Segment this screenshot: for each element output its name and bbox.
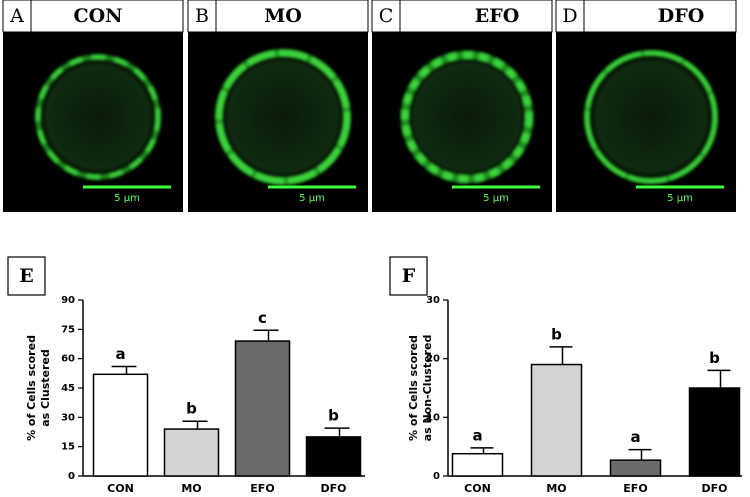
cell-body	[405, 55, 529, 179]
letter-box	[187, 0, 217, 33]
panel-title: MO	[264, 5, 302, 27]
x-tick-label: CON	[107, 482, 134, 495]
bar	[609, 459, 662, 477]
significance-letter: b	[328, 407, 339, 425]
significance-letter: b	[186, 400, 197, 418]
y-axis-label: as Non-Clustered	[421, 335, 434, 442]
cell-body	[219, 53, 347, 181]
bar	[451, 452, 504, 477]
significance-letter: a	[630, 428, 640, 446]
panel-letter: B	[195, 5, 209, 27]
panel-title: CON	[73, 5, 122, 27]
y-tick-label: 45	[61, 383, 75, 394]
significance-letter: c	[258, 309, 267, 327]
letter-box	[555, 0, 585, 33]
y-tick-label: 0	[68, 471, 75, 482]
error-bar	[470, 447, 494, 454]
panel-letter: D	[562, 5, 577, 27]
bar	[92, 373, 149, 477]
error-bar	[253, 329, 279, 342]
error-bar	[628, 448, 652, 461]
panel-label: F	[402, 265, 416, 287]
x-tick-label: EFO	[250, 482, 274, 495]
y-tick-label: 30	[61, 412, 75, 423]
cell-clusters	[36, 55, 160, 179]
panel-header	[187, 0, 369, 33]
scale-label: 5 μm	[483, 193, 509, 204]
x-tick-label: DFO	[321, 482, 347, 495]
significance-letter: b	[709, 349, 720, 367]
x-tick-label: MO	[181, 482, 201, 495]
y-tick-label: 90	[61, 295, 75, 306]
panel-letter: A	[9, 5, 24, 27]
panel-header	[2, 0, 184, 33]
x-tick-label: DFO	[702, 482, 728, 495]
significance-letter: a	[472, 426, 482, 444]
y-tick-label: 10	[426, 412, 440, 423]
panel-label-box	[7, 256, 46, 296]
significance-letter: b	[551, 325, 562, 343]
error-bar	[549, 346, 573, 365]
error-bar	[324, 427, 350, 437]
scale-label: 5 μm	[667, 193, 693, 204]
bar	[234, 340, 291, 477]
x-tick-label: MO	[546, 482, 566, 495]
cell-body	[38, 57, 158, 177]
y-axis-label: % of Cells scored	[25, 335, 38, 441]
scale-label: 5 μm	[299, 193, 325, 204]
panel-header	[555, 0, 737, 33]
cell-clusters	[585, 51, 717, 183]
panel-label: E	[19, 265, 33, 287]
y-axis-label: % of Cells scored	[407, 335, 420, 441]
panel-title: DFO	[658, 5, 705, 27]
panel-letter: C	[379, 5, 394, 27]
bar	[530, 363, 583, 477]
error-bar	[111, 365, 137, 375]
error-bar	[707, 369, 731, 388]
cell-clusters	[401, 51, 533, 183]
letter-box	[2, 0, 32, 33]
panel-title: EFO	[475, 5, 520, 27]
y-tick-label: 75	[61, 324, 75, 335]
cell-body	[587, 53, 715, 181]
y-axis-label: as Clustered	[39, 349, 52, 427]
bar	[688, 387, 741, 477]
y-tick-label: 60	[61, 354, 75, 365]
y-tick-label: 20	[426, 354, 440, 365]
cell-clusters	[216, 50, 350, 184]
significance-letter: a	[115, 345, 125, 363]
y-tick-label: 15	[61, 442, 75, 453]
y-tick-label: 30	[426, 295, 440, 306]
letter-box	[371, 0, 401, 33]
panel-label-box	[389, 256, 428, 296]
bar	[305, 436, 362, 477]
y-tick-label: 0	[433, 471, 440, 482]
bar	[163, 428, 220, 477]
x-tick-label: CON	[464, 482, 491, 495]
scale-label: 5 μm	[114, 193, 140, 204]
x-tick-label: EFO	[623, 482, 647, 495]
error-bar	[182, 420, 208, 430]
